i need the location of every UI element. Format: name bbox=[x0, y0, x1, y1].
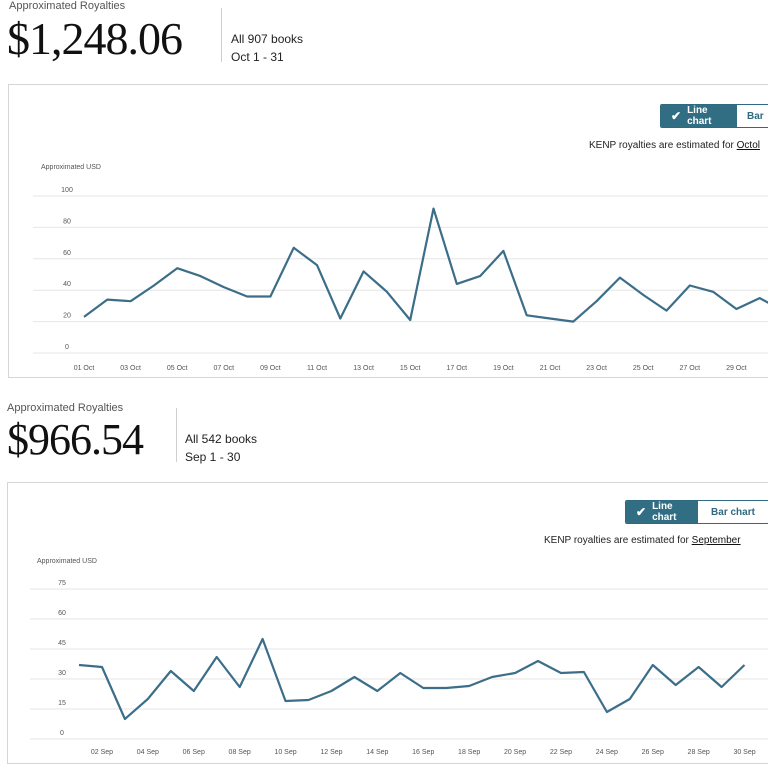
checkmark-icon: ✔ bbox=[671, 109, 682, 123]
x-tick-label: 24 Sep bbox=[596, 749, 618, 756]
x-tick-label: 22 Sep bbox=[550, 749, 572, 756]
royalties-amount: $1,248.06 bbox=[7, 13, 183, 64]
chart-panel: ✔ Line chart Bar KENP royalties are esti… bbox=[8, 84, 768, 378]
kenp-note-text: KENP royalties are estimated for bbox=[544, 535, 692, 546]
royalties-meta: All 907 books Oct 1 - 31 bbox=[231, 30, 303, 66]
chart-type-toggle: ✔ Line chart Bar bbox=[660, 104, 768, 128]
x-tick-label: 05 Oct bbox=[167, 365, 188, 372]
x-tick-label: 19 Oct bbox=[493, 365, 514, 372]
x-tick-label: 06 Sep bbox=[183, 749, 205, 756]
y-tick-label: 45 bbox=[58, 640, 66, 647]
y-tick-label: 75 bbox=[58, 580, 66, 587]
x-tick-label: 14 Sep bbox=[366, 749, 388, 756]
date-range: Oct 1 - 31 bbox=[231, 50, 284, 64]
x-tick-label: 15 Oct bbox=[400, 365, 421, 372]
x-tick-label: 29 Oct bbox=[726, 365, 747, 372]
x-tick-label: 18 Sep bbox=[458, 749, 480, 756]
header-divider bbox=[221, 8, 222, 62]
books-count: All 907 books bbox=[231, 32, 304, 46]
line-chart-label: Line chart bbox=[652, 501, 677, 523]
y-tick-label: 15 bbox=[58, 700, 66, 707]
x-tick-label: 23 Oct bbox=[586, 365, 607, 372]
royalties-line-chart: 0 15 30 45 60 75 02 Sep 04 Sep 06 Sep 08 Sep 10 Se… bbox=[30, 580, 768, 756]
x-tick-label: 03 Oct bbox=[120, 365, 141, 372]
x-tick-label: 13 Oct bbox=[353, 365, 374, 372]
line-chart-button[interactable]: ✔ Line chart bbox=[626, 501, 698, 523]
x-tick-label: 07 Oct bbox=[213, 365, 234, 372]
x-tick-label: 02 Sep bbox=[91, 749, 113, 756]
kenp-month-link[interactable]: Octol bbox=[736, 140, 760, 151]
date-range: Sep 1 - 30 bbox=[185, 450, 241, 464]
x-tick-label: 01 Oct bbox=[74, 365, 95, 372]
bar-chart-label: Bar chart bbox=[711, 506, 755, 518]
line-chart-label: Line chart bbox=[687, 105, 712, 127]
books-count: All 542 books bbox=[185, 432, 258, 446]
x-tick-label: 11 Oct bbox=[307, 365, 327, 372]
chart-type-toggle: ✔ Line chart Bar chart bbox=[625, 500, 768, 524]
royalties-header: Approximated Royalties $1,248.06 All 907… bbox=[0, 0, 768, 70]
x-tick-label: 27 Oct bbox=[679, 365, 700, 372]
x-tick-label: 26 Sep bbox=[642, 749, 664, 756]
series-line bbox=[83, 207, 768, 323]
x-tick-label: 08 Sep bbox=[229, 749, 251, 756]
y-axis-title: Approximated USD bbox=[41, 164, 101, 171]
royalties-meta: All 542 books Sep 1 - 30 bbox=[185, 430, 257, 466]
royalties-label: Approximated Royalties bbox=[7, 402, 124, 414]
y-tick-label: 40 bbox=[63, 281, 71, 288]
royalties-section-september: Approximated Royalties $966.54 All 542 b… bbox=[0, 400, 768, 768]
checkmark-icon: ✔ bbox=[636, 505, 647, 519]
y-tick-label: 30 bbox=[58, 670, 66, 677]
x-tick-label: 30 Sep bbox=[733, 749, 755, 756]
x-tick-label: 04 Sep bbox=[137, 749, 159, 756]
y-tick-label: 0 bbox=[60, 730, 64, 737]
x-tick-label: 28 Sep bbox=[688, 749, 710, 756]
x-tick-label: 21 Oct bbox=[540, 365, 561, 372]
bar-chart-button[interactable]: Bar chart bbox=[698, 501, 768, 523]
y-tick-label: 80 bbox=[63, 218, 71, 225]
x-tick-label: 20 Sep bbox=[504, 749, 526, 756]
y-axis-title: Approximated USD bbox=[37, 558, 97, 565]
y-tick-label: 60 bbox=[63, 250, 71, 257]
x-tick-label: 09 Oct bbox=[260, 365, 281, 372]
royalties-header: Approximated Royalties $966.54 All 542 b… bbox=[0, 400, 768, 470]
kenp-note: KENP royalties are estimated for Septemb… bbox=[544, 535, 741, 546]
x-tick-label: 17 Oct bbox=[446, 365, 467, 372]
x-tick-label: 10 Sep bbox=[274, 749, 296, 756]
royalties-label: Approximated Royalties bbox=[9, 0, 126, 12]
x-tick-label: 16 Sep bbox=[412, 749, 434, 756]
x-tick-label: 12 Sep bbox=[320, 749, 342, 756]
line-chart-button[interactable]: ✔ Line chart bbox=[661, 105, 737, 127]
chart-panel: ✔ Line chart Bar chart KENP royalties ar… bbox=[7, 482, 768, 764]
royalties-amount: $966.54 bbox=[7, 415, 144, 464]
kenp-note-text: KENP royalties are estimated for bbox=[589, 140, 737, 151]
x-tick-label: 25 Oct bbox=[633, 365, 654, 372]
y-tick-label: 60 bbox=[58, 610, 66, 617]
royalties-line-chart: 0 20 40 60 80 100 01 Oct 03 Oct 05 Oct 07 Oct 09 O… bbox=[33, 187, 768, 372]
bar-chart-label: Bar bbox=[747, 110, 764, 122]
series-line bbox=[78, 637, 746, 721]
royalties-section-october: Approximated Royalties $1,248.06 All 907… bbox=[0, 0, 768, 378]
header-divider bbox=[176, 408, 177, 462]
bar-chart-button[interactable]: Bar bbox=[737, 105, 768, 127]
y-tick-label: 20 bbox=[63, 313, 71, 320]
y-tick-label: 0 bbox=[65, 344, 69, 351]
kenp-month-link[interactable]: September bbox=[691, 535, 741, 546]
y-tick-label: 100 bbox=[61, 187, 73, 194]
kenp-note: KENP royalties are estimated for Octol bbox=[589, 140, 760, 151]
